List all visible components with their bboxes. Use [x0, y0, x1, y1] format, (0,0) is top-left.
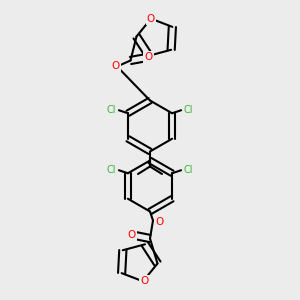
Text: O: O	[128, 230, 136, 241]
Text: O: O	[111, 61, 120, 71]
Text: Cl: Cl	[107, 105, 116, 115]
Text: O: O	[140, 276, 149, 286]
Text: O: O	[155, 217, 163, 227]
Text: O: O	[144, 52, 153, 62]
Text: Cl: Cl	[184, 105, 193, 115]
Text: Cl: Cl	[184, 165, 193, 175]
Text: O: O	[147, 14, 155, 24]
Text: Cl: Cl	[107, 165, 116, 175]
